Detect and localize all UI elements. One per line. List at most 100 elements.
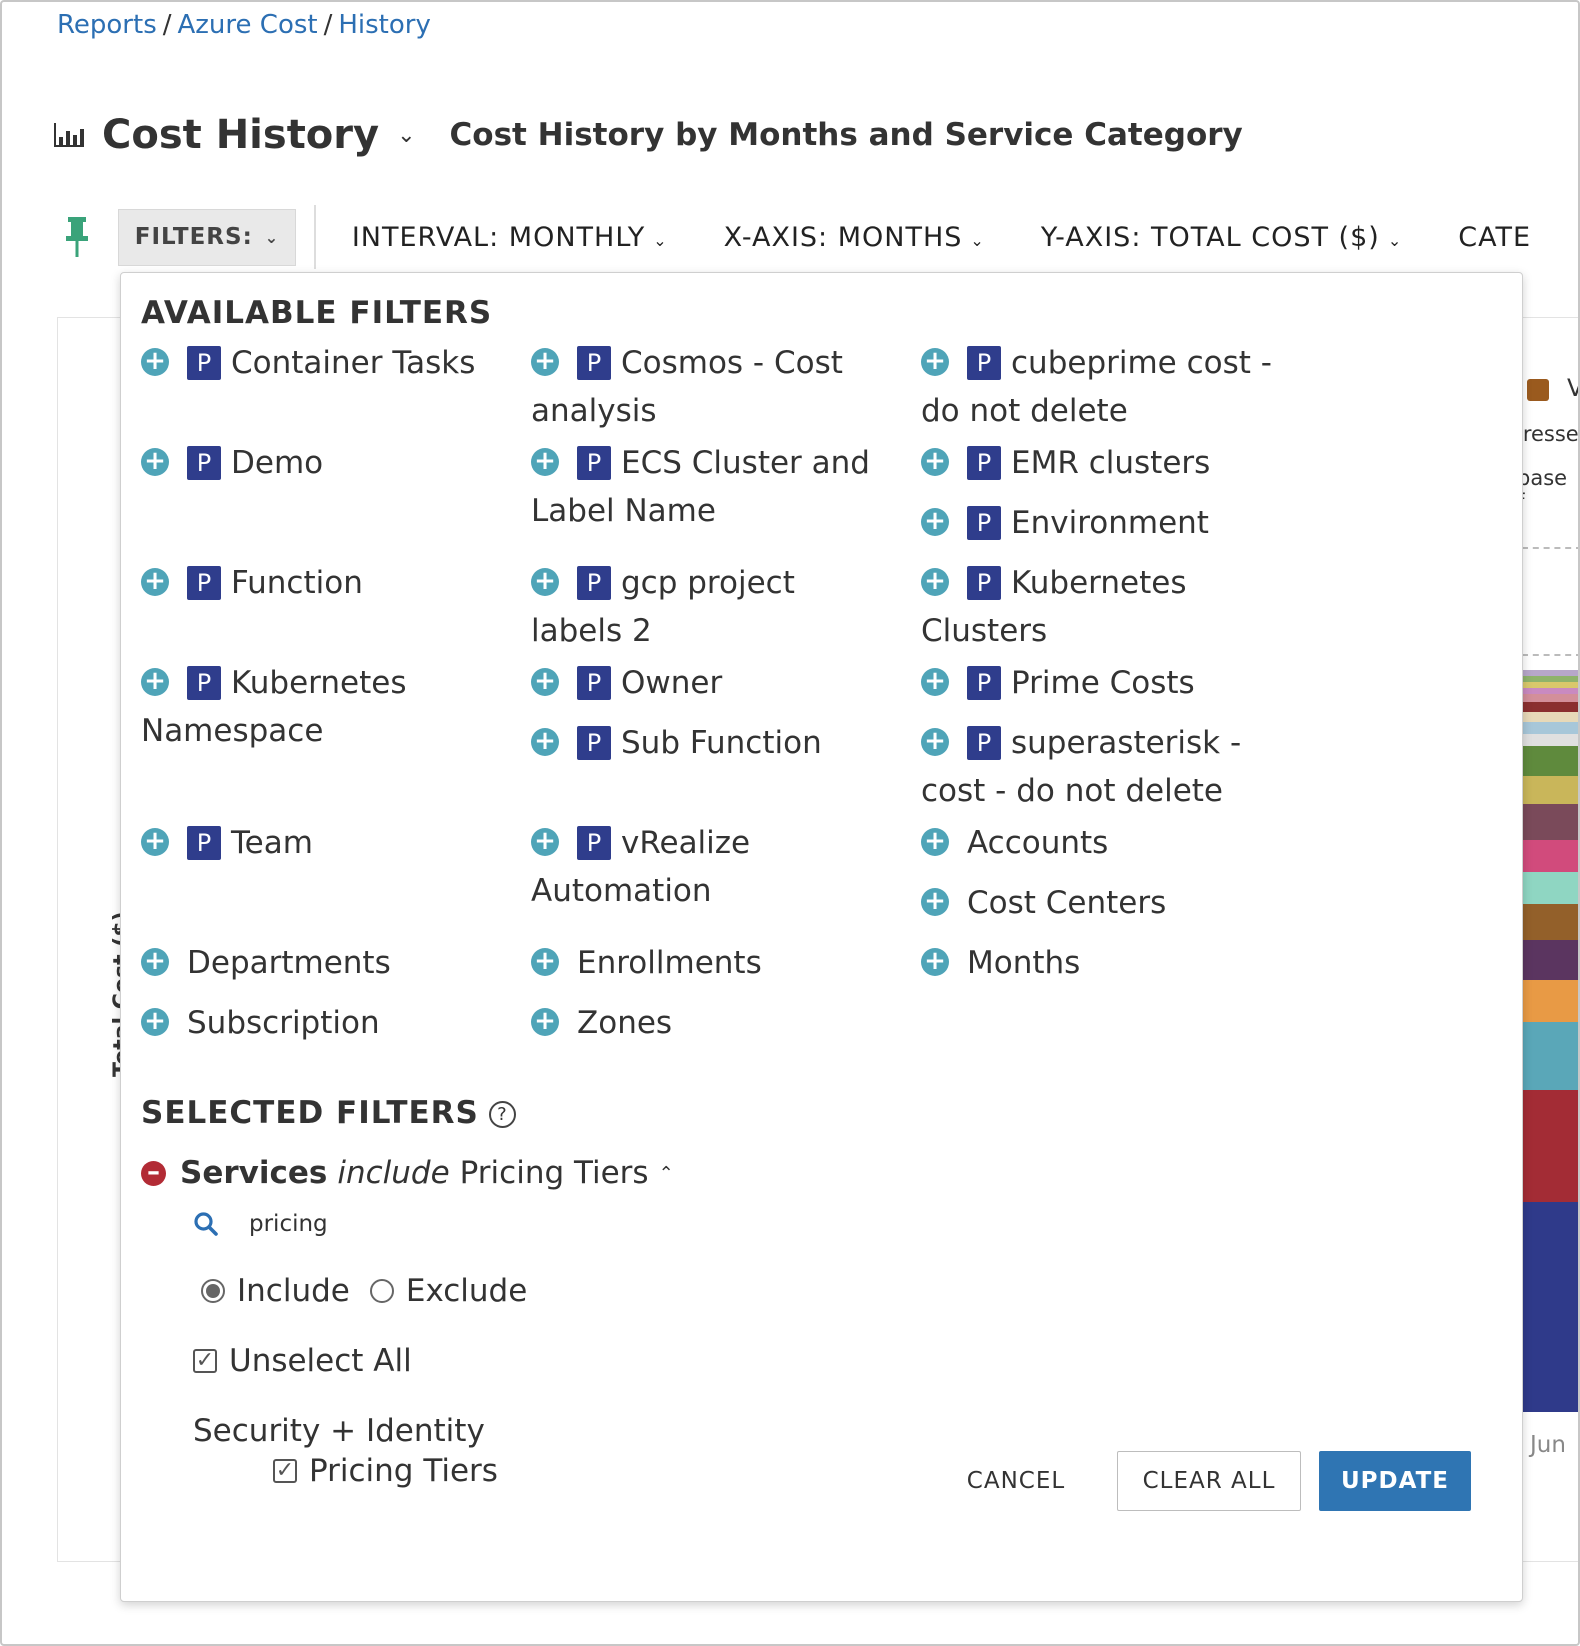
available-filter-item[interactable]: + Subscription (141, 999, 501, 1047)
available-filter-label: cubeprime cost - do not delete (921, 345, 1272, 429)
add-filter-icon[interactable]: + (921, 447, 949, 476)
available-filter-item[interactable]: + Accounts (921, 819, 1281, 867)
breadcrumb-reports[interactable]: Reports (57, 10, 157, 40)
available-filter-item[interactable]: + P Owner (531, 659, 891, 707)
remove-filter-icon[interactable]: – (141, 1159, 166, 1186)
chevron-up-icon[interactable]: ⌃ (658, 1162, 674, 1184)
y-axis-dropdown[interactable]: Y-AXIS: TOTAL COST ($) ⌄ (1041, 222, 1402, 253)
available-filter-item[interactable]: + Enrollments (531, 939, 891, 987)
gridline (1522, 654, 1578, 656)
available-filter-label: superasterisk - cost - do not delete (921, 725, 1242, 809)
clear-all-button[interactable]: CLEAR ALL (1117, 1451, 1301, 1511)
report-subtitle: Cost History by Months and Service Categ… (449, 117, 1243, 153)
exclude-label[interactable]: Exclude (405, 1273, 528, 1309)
available-filter-item[interactable]: + P Team (141, 819, 501, 867)
available-filter-item[interactable]: + P Prime Costs (921, 659, 1281, 707)
help-icon[interactable]: ? (488, 1101, 516, 1128)
add-filter-icon[interactable]: + (531, 567, 559, 596)
add-filter-icon[interactable]: + (531, 347, 559, 376)
add-filter-icon[interactable]: + (141, 347, 169, 376)
interval-dropdown[interactable]: INTERVAL: MONTHLY ⌄ (352, 222, 668, 253)
unselect-all-label: Unselect All (229, 1343, 412, 1379)
available-filter-label: Departments (187, 945, 391, 981)
stack-segment (1517, 940, 1578, 980)
add-filter-icon[interactable]: + (921, 727, 949, 756)
add-filter-icon[interactable]: + (531, 1007, 559, 1036)
available-filter-item[interactable]: + P Kubernetes Namespace (141, 659, 431, 755)
add-filter-icon[interactable]: + (531, 727, 559, 756)
available-filter-item[interactable]: + Departments (141, 939, 501, 987)
available-filter-item[interactable]: + P Environment (921, 499, 1281, 547)
add-filter-icon[interactable]: + (921, 947, 949, 976)
add-filter-icon[interactable]: + (921, 567, 949, 596)
breadcrumb-separator: / (162, 10, 172, 40)
pricing-tiers-checkbox[interactable]: ✓ (273, 1459, 297, 1483)
available-filter-item[interactable]: + P Function (141, 559, 501, 607)
add-filter-icon[interactable]: + (141, 947, 169, 976)
add-filter-icon[interactable]: + (921, 827, 949, 856)
breadcrumb-history[interactable]: History (338, 10, 431, 40)
include-label[interactable]: Include (237, 1273, 350, 1309)
add-filter-icon[interactable]: + (141, 827, 169, 856)
add-filter-icon[interactable]: + (921, 667, 949, 696)
selected-filter-row[interactable]: – Services include Pricing Tiers ⌃ (141, 1155, 674, 1191)
legend-swatch (1527, 379, 1549, 401)
stack-segment (1517, 904, 1578, 940)
add-filter-icon[interactable]: + (141, 567, 169, 596)
update-button[interactable]: UPDATE (1319, 1451, 1471, 1511)
breadcrumb-azure-cost[interactable]: Azure Cost (177, 10, 318, 40)
available-filter-item[interactable]: + P ECS Cluster and Label Name (531, 439, 891, 535)
available-filter-label: Cost Centers (967, 885, 1167, 921)
stack-segment (1517, 688, 1578, 694)
available-filter-item[interactable]: + P Container Tasks (141, 339, 501, 387)
available-filter-item[interactable]: + P Sub Function (531, 719, 891, 767)
title-row: Cost History ⌄ Cost History by Months an… (54, 112, 1243, 158)
available-filter-label: Function (231, 565, 363, 601)
add-filter-icon[interactable]: + (531, 947, 559, 976)
add-filter-icon[interactable]: + (921, 507, 949, 536)
add-filter-icon[interactable]: + (531, 667, 559, 696)
add-filter-icon[interactable]: + (921, 347, 949, 376)
add-filter-icon[interactable]: + (141, 447, 169, 476)
p-badge: P (577, 345, 611, 380)
stack-segment (1517, 712, 1578, 722)
available-filter-item[interactable]: + Zones (531, 999, 891, 1047)
available-filter-label: Owner (621, 665, 723, 701)
filters-panel: AVAILABLE FILTERS + P Container Tasks + P Cos… (120, 272, 1523, 1602)
available-filter-item[interactable]: + P Kubernetes Clusters (921, 559, 1201, 655)
available-filter-item[interactable]: + Months (921, 939, 1281, 987)
add-filter-icon[interactable]: + (141, 1007, 169, 1036)
y-axis-label: Y-AXIS: TOTAL COST ($) (1040, 221, 1380, 253)
available-filter-item[interactable]: + P Demo (141, 439, 501, 487)
include-radio[interactable] (201, 1279, 225, 1303)
filters-dropdown-button[interactable]: FILTERS: ⌄ (118, 208, 296, 266)
available-filter-item[interactable]: + P Cosmos - Cost analysis (531, 339, 891, 435)
filter-search-input[interactable] (249, 1211, 549, 1237)
x-axis-dropdown[interactable]: X-AXIS: MONTHS ⌄ (724, 222, 985, 253)
add-filter-icon[interactable]: + (141, 667, 169, 696)
available-filter-label: Kubernetes Clusters (921, 565, 1187, 649)
chevron-down-icon[interactable]: ⌄ (397, 122, 416, 148)
add-filter-icon[interactable]: + (921, 887, 949, 916)
category-dropdown[interactable]: CATE (1458, 222, 1531, 253)
pin-icon[interactable] (57, 212, 96, 262)
stack-segment (1517, 676, 1578, 682)
add-filter-icon[interactable]: + (531, 447, 559, 476)
exclude-radio[interactable] (369, 1279, 394, 1303)
available-filter-item[interactable]: + P EMR clusters (921, 439, 1281, 487)
available-filter-item[interactable]: + Cost Centers (921, 879, 1281, 927)
add-filter-icon[interactable]: + (531, 827, 559, 856)
breadcrumb: Reports / Azure Cost / History (57, 10, 431, 40)
available-filter-label: EMR clusters (1011, 445, 1211, 481)
filters-label: FILTERS: (134, 224, 253, 250)
cancel-button[interactable]: CANCEL (941, 1451, 1091, 1511)
unselect-all-checkbox[interactable]: ✓ (193, 1349, 217, 1373)
pricing-tiers-row[interactable]: ✓ Pricing Tiers (273, 1453, 498, 1489)
page-title[interactable]: Cost History (102, 112, 380, 158)
unselect-all-row[interactable]: ✓ Unselect All (193, 1343, 412, 1379)
